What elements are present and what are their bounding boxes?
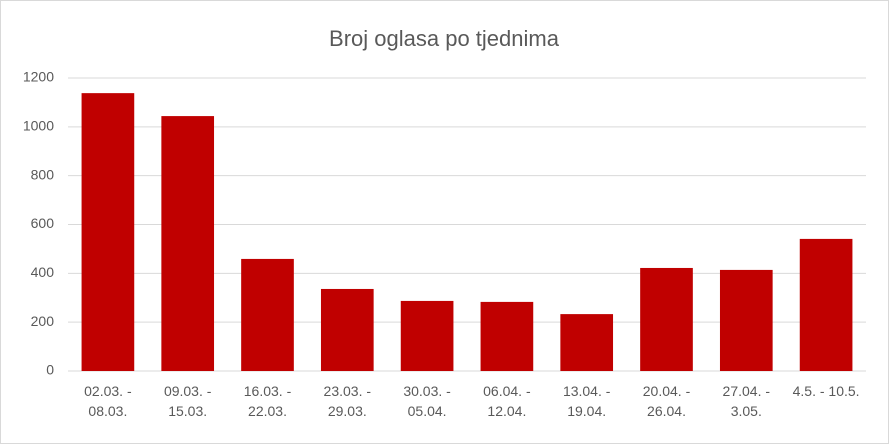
chart-title: Broj oglasa po tjednima [329, 26, 560, 51]
y-tick-label: 600 [31, 215, 55, 231]
bar [81, 93, 135, 371]
bar [560, 314, 614, 371]
bar [640, 267, 693, 371]
bar [241, 258, 294, 371]
x-tick-label: 27.04. - 3.05. [722, 383, 771, 419]
bar [799, 238, 853, 371]
x-tick-label: 13.04. - 19.04. [562, 383, 611, 419]
y-tick-label: 800 [31, 166, 55, 182]
x-tick-label: 20.04. - 26.04. [642, 383, 691, 419]
y-tick-label: 200 [31, 313, 55, 329]
bar [400, 300, 454, 371]
x-tick-label: 23.03. - 29.03. [323, 383, 372, 419]
x-tick-label: 09.03. - 15.03. [163, 383, 212, 419]
x-tick-label: 16.03. - 22.03. [243, 383, 292, 419]
bar [719, 269, 773, 371]
y-tick-label: 0 [46, 362, 54, 378]
y-tick-label: 1000 [23, 118, 54, 134]
x-tick-label: 06.04. - 12.04. [483, 383, 531, 419]
y-tick-label: 400 [31, 264, 55, 280]
bar [320, 288, 374, 371]
x-tick-label: 4.5. - 10.5. [792, 383, 860, 399]
bar [161, 116, 215, 371]
x-tick-label: 02.03. - 08.03. [84, 383, 132, 419]
y-tick-label: 1200 [23, 69, 54, 85]
bar [480, 301, 534, 371]
x-tick-label: 30.03. - 05.04. [403, 383, 451, 419]
